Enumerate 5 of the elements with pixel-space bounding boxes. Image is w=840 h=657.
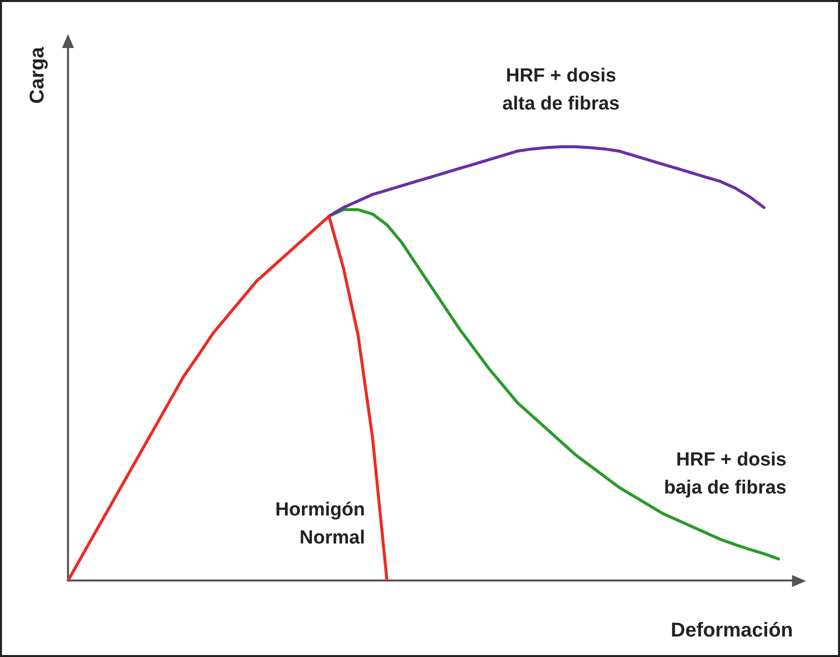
x-axis-title: Deformación bbox=[670, 620, 793, 642]
series-label: Hormigón Normal bbox=[275, 499, 365, 548]
y-axis-title: Carga bbox=[26, 46, 49, 104]
series-label: HRF + dosis baja de fibras bbox=[664, 450, 786, 499]
series-label: HRF + dosis alta de fibras bbox=[502, 66, 620, 115]
